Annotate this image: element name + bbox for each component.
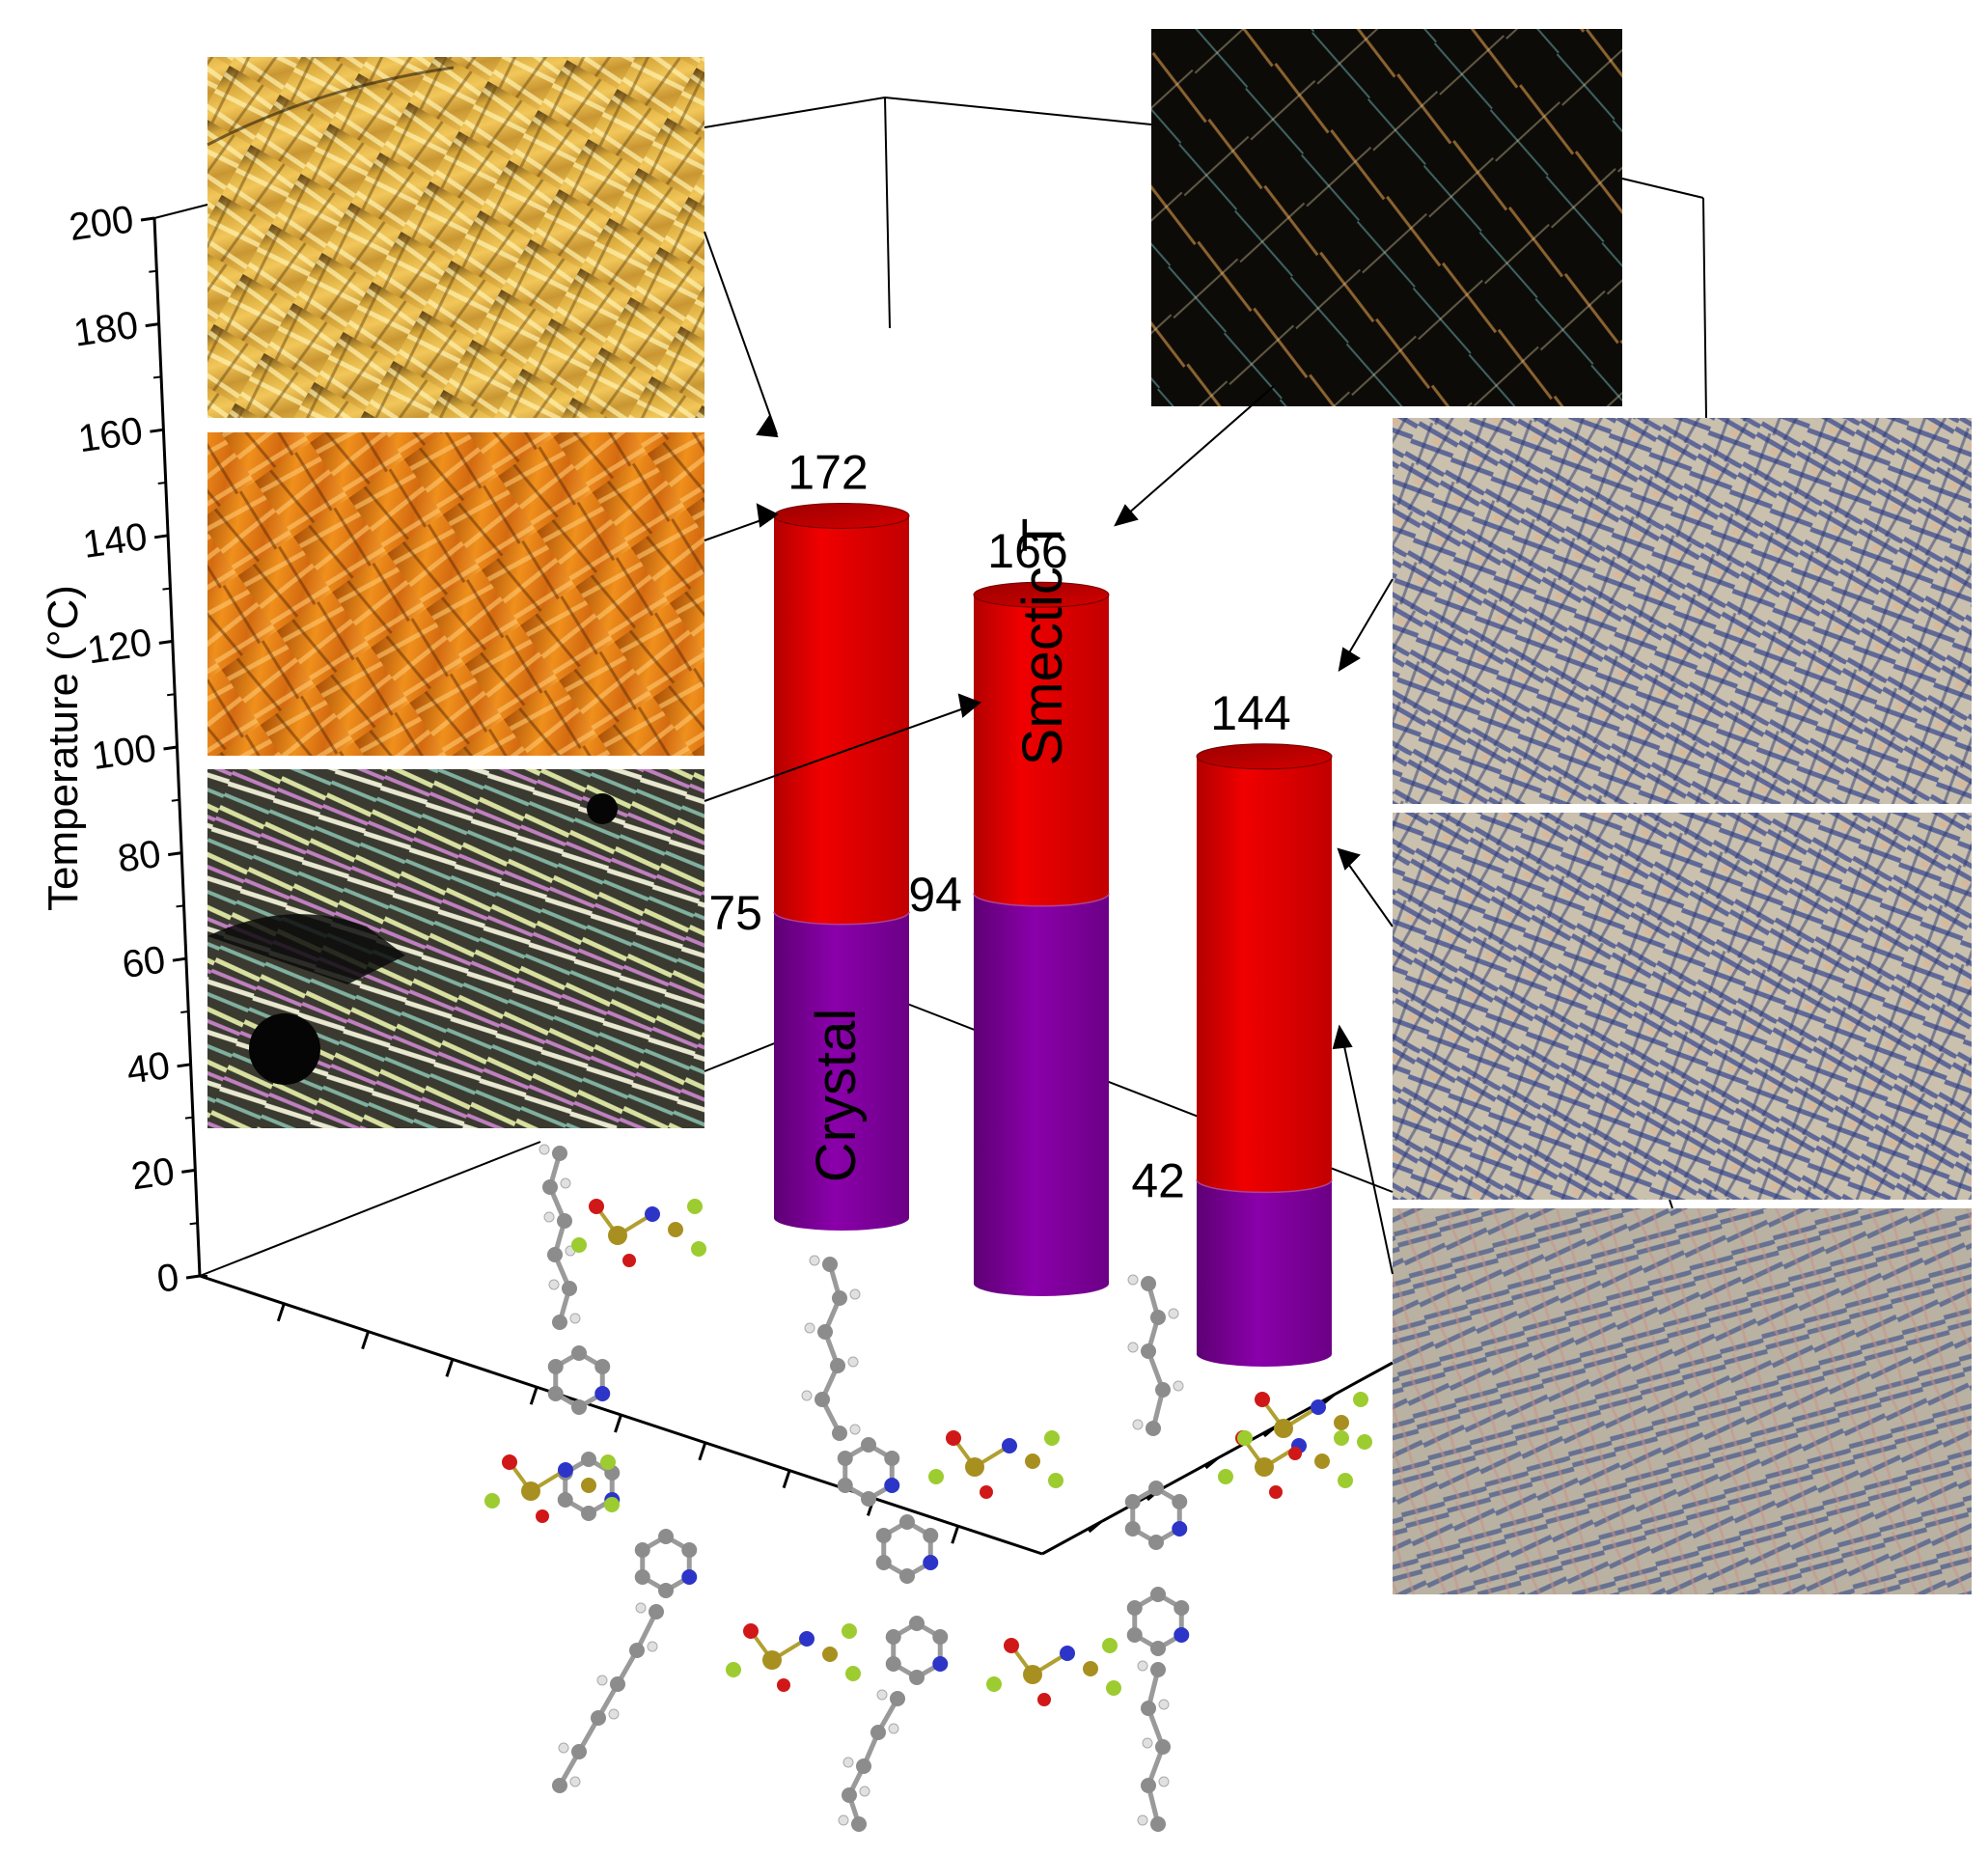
y-tick-label: 0 bbox=[154, 1256, 181, 1301]
bar-phase-boundary bbox=[973, 893, 1110, 907]
phase-label-smectic: Smectic T bbox=[1011, 518, 1074, 766]
y-tick-label: 140 bbox=[80, 515, 150, 567]
left-micrographs bbox=[207, 57, 704, 1128]
bars-group: 172 75 166 94 144 42 bbox=[708, 445, 1333, 1367]
floor-tick bbox=[951, 1525, 960, 1544]
y-tick-mark bbox=[145, 322, 159, 328]
arrowhead-icon bbox=[1332, 1024, 1353, 1050]
data-label-clearing: 144 bbox=[1210, 686, 1290, 740]
bar-top-cap bbox=[1196, 743, 1333, 770]
data-label-transition: 42 bbox=[1131, 1153, 1185, 1207]
micrograph-dark-iridescent bbox=[1151, 29, 1622, 406]
arrowhead-icon bbox=[1114, 504, 1139, 527]
data-label-clearing: 166 bbox=[987, 524, 1067, 578]
floor-tick bbox=[1088, 1520, 1102, 1534]
bar-cylinder bbox=[1196, 743, 1333, 1367]
y-minor-tick bbox=[189, 1222, 198, 1226]
y-minor-tick bbox=[157, 482, 166, 485]
arrowhead-icon bbox=[957, 693, 981, 718]
phase-label-crystal: Crystal bbox=[805, 1009, 868, 1182]
micrograph-bubble bbox=[249, 1013, 320, 1085]
y-minor-tick bbox=[180, 1011, 189, 1013]
right-micrographs bbox=[1393, 418, 1972, 1594]
bar-smectic-segment bbox=[774, 515, 909, 925]
micrograph-blue-mosaic bbox=[1393, 813, 1972, 1200]
bar-crystal-segment bbox=[774, 911, 909, 1231]
micrograph-blue-mosaic bbox=[1393, 418, 1972, 804]
arrowhead-icon bbox=[1338, 647, 1361, 672]
molecule-middle bbox=[726, 1255, 1121, 1832]
micrograph-orange-needles bbox=[207, 432, 704, 756]
y-tick-label: 200 bbox=[67, 198, 136, 249]
micrograph-golden-needles bbox=[207, 57, 704, 418]
y-minor-tick bbox=[171, 798, 179, 802]
data-label-transition: 75 bbox=[708, 886, 762, 940]
micrograph-blue-pink-mosaic bbox=[1393, 1208, 1972, 1594]
y-tick-mark bbox=[172, 956, 187, 962]
y-tick-label: 20 bbox=[128, 1150, 177, 1199]
y-minor-tick bbox=[162, 587, 171, 591]
bar-cylinder bbox=[773, 502, 910, 1231]
data-label-transition: 94 bbox=[908, 868, 962, 922]
y-tick-mark bbox=[158, 639, 174, 645]
y-tick-mark bbox=[163, 745, 178, 751]
floor-tick bbox=[1204, 1456, 1219, 1470]
molecule-left bbox=[484, 1144, 706, 1793]
y-minor-tick bbox=[149, 269, 157, 273]
floor-tick bbox=[1263, 1425, 1277, 1438]
y-axis: 0 20 40 60 80 100 120 140 160 180 200 Temperature … bbox=[40, 198, 202, 1301]
y-minor-tick bbox=[167, 693, 176, 697]
bar-phase-boundary bbox=[1196, 1179, 1333, 1194]
molecule-right bbox=[1124, 1274, 1372, 1832]
y-tick-label: 80 bbox=[115, 833, 163, 881]
floor-tick bbox=[1321, 1393, 1336, 1406]
data-label-clearing: 172 bbox=[787, 445, 868, 499]
arrows bbox=[704, 231, 1394, 1275]
y-tick-label: 60 bbox=[120, 938, 168, 986]
floor-tick bbox=[529, 1386, 538, 1405]
y-tick-label: 40 bbox=[124, 1044, 173, 1093]
floor-tick bbox=[614, 1414, 622, 1433]
y-tick-label: 100 bbox=[89, 727, 158, 778]
bar-phase-boundary bbox=[773, 911, 910, 926]
floor-tick bbox=[276, 1303, 286, 1322]
y-tick-label: 120 bbox=[85, 622, 154, 673]
y-tick-mark bbox=[185, 1274, 201, 1280]
y-tick-mark bbox=[181, 1168, 196, 1174]
floor-tick bbox=[782, 1470, 791, 1489]
bar-cylinder bbox=[973, 581, 1110, 1296]
arrowhead-icon bbox=[1337, 847, 1361, 871]
y-tick-mark bbox=[150, 428, 164, 433]
micrograph-bubble bbox=[587, 793, 618, 824]
bar-smectic-segment bbox=[974, 595, 1109, 906]
bar-top-cap bbox=[773, 502, 910, 529]
y-minor-tick bbox=[184, 1116, 194, 1120]
arrowhead-icon bbox=[756, 503, 779, 528]
bar-crystal-segment bbox=[1197, 1179, 1332, 1367]
y-tick-mark bbox=[153, 534, 169, 540]
y-tick-mark bbox=[140, 216, 155, 222]
y-tick-label: 180 bbox=[71, 304, 141, 355]
y-tick-label: 160 bbox=[75, 409, 145, 460]
floor-tick bbox=[361, 1331, 371, 1350]
molecule-structures bbox=[484, 1144, 1372, 1832]
bar-crystal-segment bbox=[974, 893, 1109, 1296]
y-tick-mark bbox=[167, 851, 182, 857]
y-axis-title: Temperature (°C) bbox=[40, 585, 87, 911]
y-minor-tick bbox=[176, 904, 184, 908]
bar-top-cap bbox=[973, 581, 1110, 608]
arrowhead-icon bbox=[756, 414, 779, 438]
y-tick-mark bbox=[177, 1063, 191, 1068]
floor-tick bbox=[445, 1358, 455, 1377]
bar-smectic-segment bbox=[1197, 756, 1332, 1193]
floor-tick bbox=[698, 1442, 707, 1461]
y-minor-tick bbox=[152, 375, 162, 379]
